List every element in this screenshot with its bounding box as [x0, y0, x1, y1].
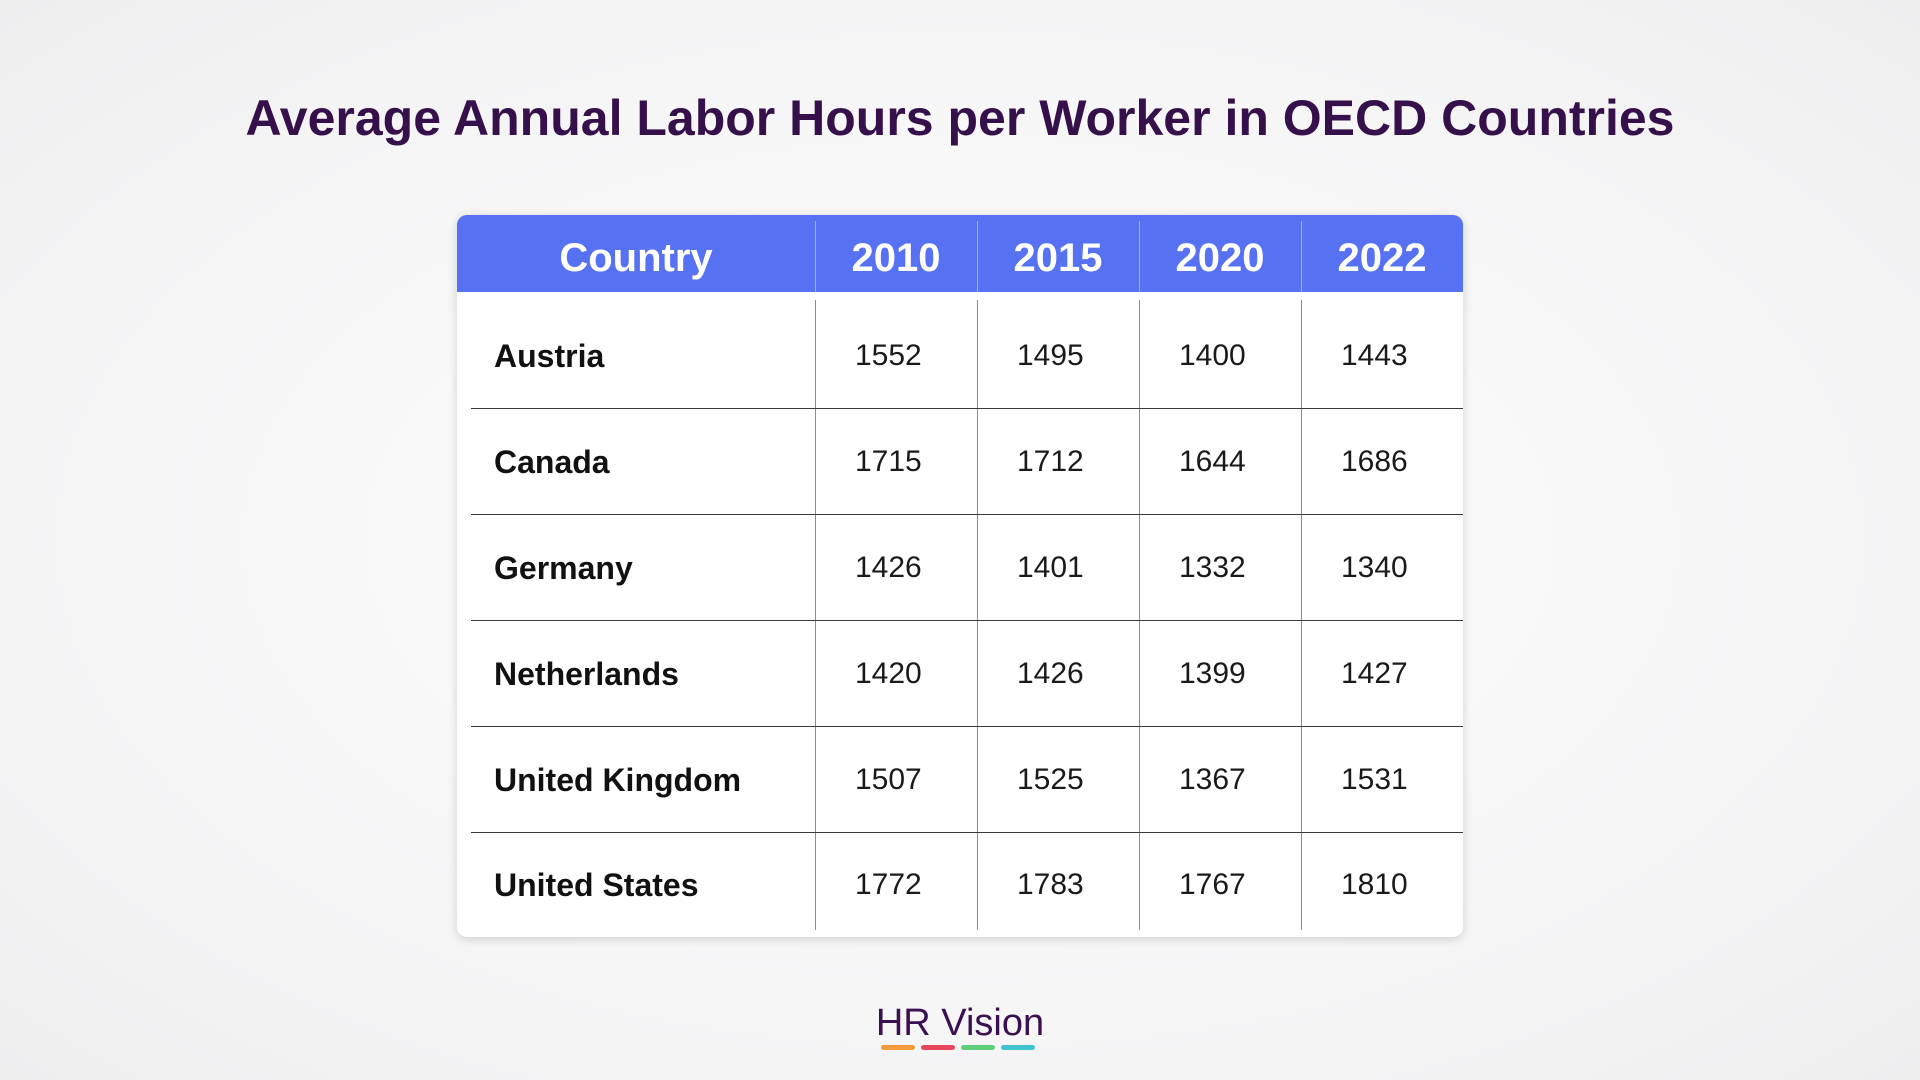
brand-name: HR Vision	[875, 1002, 1045, 1044]
brand-bar-teal	[1001, 1045, 1035, 1050]
table-cell: 1367	[1179, 763, 1246, 796]
column-divider	[977, 300, 978, 930]
column-header-2020: 2020	[1175, 236, 1265, 280]
row-separator	[471, 620, 1463, 621]
table-cell: 1644	[1179, 445, 1246, 478]
row-separator	[471, 408, 1463, 409]
table-header-row: Country 2010 2015 2020 2022	[457, 215, 1463, 292]
column-header-2022: 2022	[1337, 236, 1427, 280]
brand-bar-red	[921, 1045, 955, 1050]
row-country-label: Germany	[494, 550, 633, 586]
table-cell: 1686	[1341, 445, 1408, 478]
column-header-country: Country	[559, 236, 713, 280]
table-cell: 1401	[1017, 551, 1084, 584]
column-divider	[1301, 300, 1302, 930]
table-cell: 1772	[855, 868, 922, 901]
row-separator	[471, 726, 1463, 727]
data-table: Country 2010 2015 2020 2022 Austria 1552…	[457, 215, 1463, 937]
row-country-label: Austria	[494, 338, 605, 374]
row-separator	[471, 832, 1463, 833]
table-cell: 1507	[855, 763, 922, 796]
table-cell: 1426	[1017, 657, 1084, 690]
brand-logo: HR Vision	[0, 998, 1920, 1048]
header-divider	[815, 221, 816, 292]
table-cell: 1427	[1341, 657, 1408, 690]
table-cell: 1400	[1179, 339, 1246, 372]
table-cell: 1531	[1341, 763, 1408, 796]
table-cell: 1552	[855, 339, 922, 372]
brand-bar-green	[961, 1045, 995, 1050]
row-separator	[471, 514, 1463, 515]
table-cell: 1399	[1179, 657, 1246, 690]
brand-bar-orange	[881, 1045, 915, 1050]
table-cell: 1426	[855, 551, 922, 584]
table-cell: 1712	[1017, 445, 1084, 478]
column-divider	[1139, 300, 1140, 930]
header-divider	[1139, 221, 1140, 292]
row-country-label: Netherlands	[494, 656, 679, 692]
table-cell: 1525	[1017, 763, 1084, 796]
table-cell: 1495	[1017, 339, 1084, 372]
row-country-label: Canada	[494, 444, 610, 480]
header-divider	[977, 221, 978, 292]
table-cell: 1443	[1341, 339, 1408, 372]
header-divider	[1301, 221, 1302, 292]
brand-color-bars	[881, 1045, 1041, 1051]
table-cell: 1332	[1179, 551, 1246, 584]
table-cell: 1810	[1341, 868, 1408, 901]
table-cell: 1783	[1017, 868, 1084, 901]
table-cell: 1767	[1179, 868, 1246, 901]
page-title: Average Annual Labor Hours per Worker in…	[245, 90, 1675, 146]
row-country-label: United Kingdom	[494, 762, 742, 798]
table-cell: 1340	[1341, 551, 1408, 584]
row-country-label: United States	[494, 867, 699, 903]
table-cell: 1420	[855, 657, 922, 690]
column-header-2010: 2010	[851, 236, 941, 280]
column-divider	[815, 300, 816, 930]
column-header-2015: 2015	[1013, 236, 1103, 280]
table-cell: 1715	[855, 445, 922, 478]
